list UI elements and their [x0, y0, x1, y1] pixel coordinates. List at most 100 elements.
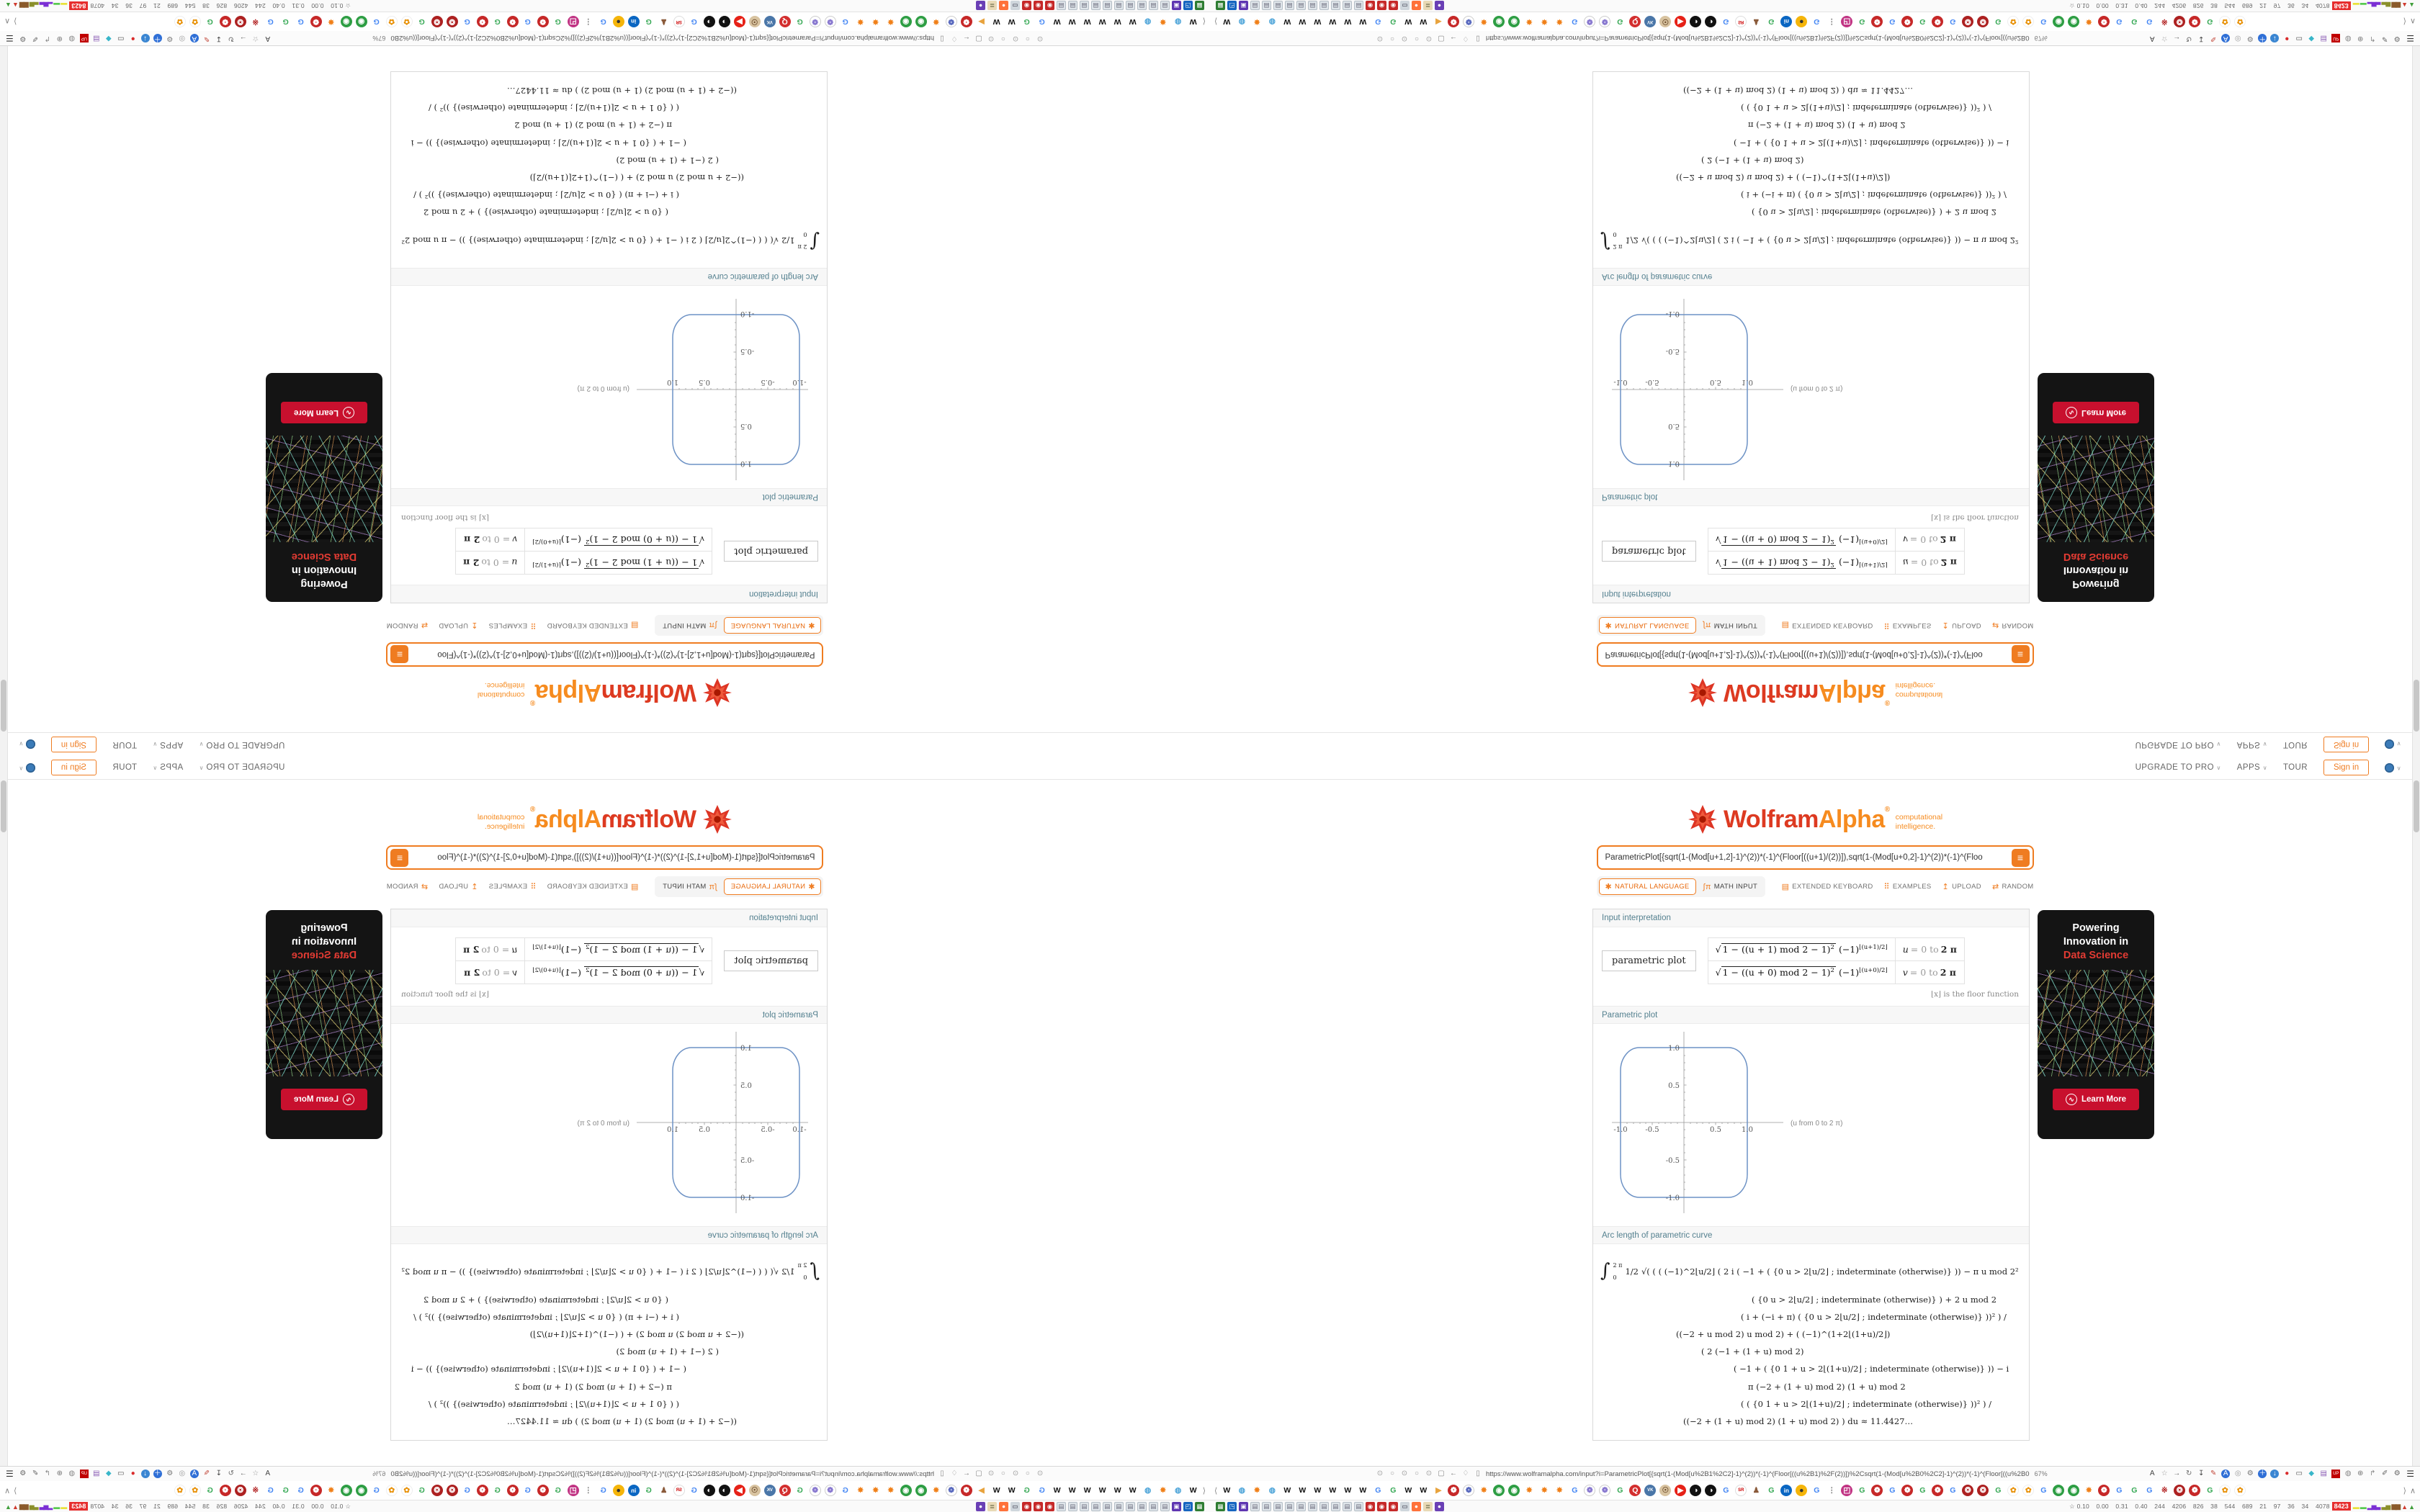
taskbar-app-icon[interactable]: ◉ — [1022, 1501, 1031, 1511]
toolbar-icon[interactable]: ↧ — [2198, 1470, 2205, 1477]
bookmark-favicon[interactable]: ◉ — [1508, 16, 1520, 27]
toolbar-icon[interactable]: ◎ — [2234, 35, 2241, 42]
taskbar-app-icon[interactable]: ▤ — [1273, 1501, 1283, 1511]
bookmark-favicon[interactable]: W — [1113, 17, 1121, 26]
bookmarks-overflow[interactable]: ∧ — [4, 17, 11, 26]
bookmark-favicon[interactable]: ✸ — [1541, 1486, 1548, 1495]
bookmarks-scroll-left[interactable]: ⟨ — [1214, 17, 1218, 26]
toolbar-icon[interactable]: ○ — [1389, 35, 1395, 42]
upload-button[interactable]: ↥ UPLOAD — [439, 621, 478, 629]
menu-hamburger-icon[interactable]: ☰ — [2406, 1469, 2414, 1479]
bookmark-favicon[interactable]: ✸ — [887, 17, 895, 26]
bookmark-favicon[interactable]: ❂ — [1977, 1485, 1989, 1496]
toolbar-icon[interactable]: ▢ — [1438, 1470, 1445, 1477]
bookmark-favicon[interactable]: ▶ — [1675, 1485, 1687, 1496]
toolbar-icon[interactable]: UP — [2331, 34, 2341, 42]
bookmark-favicon[interactable]: ✸ — [933, 17, 940, 26]
bookmark-favicon[interactable]: W — [1189, 1486, 1197, 1495]
toolbar-icon[interactable]: ◆ — [2308, 1470, 2315, 1477]
bookmark-favicon[interactable]: in — [627, 1485, 640, 1496]
taskbar-app-icon[interactable]: ▤ — [1103, 1501, 1112, 1511]
page-zoom-level[interactable]: 67% — [2034, 35, 2048, 42]
toolbar-icon[interactable]: ↧ — [215, 35, 222, 42]
bookmarks-overflow[interactable]: ∧ — [4, 1486, 11, 1495]
bookmark-favicon[interactable]: W — [1083, 17, 1091, 26]
bookmark-favicon[interactable]: G — [494, 1486, 501, 1495]
taskbar-app-icon[interactable]: ▤ — [1137, 1, 1147, 11]
taskbar-app-icon[interactable]: ◳ — [1227, 1, 1237, 11]
toolbar-icon[interactable]: ⊙ — [1036, 1470, 1044, 1477]
examples-button[interactable]: ⠿ EXAMPLES — [1883, 621, 1932, 629]
math-input-tab[interactable]: ∫π MATH INPUT — [662, 621, 717, 630]
toolbar-icon[interactable]: ◍ — [2344, 35, 2352, 42]
bookmark-favicon[interactable]: G — [207, 1486, 213, 1495]
toolbar-icon[interactable]: ▯ — [940, 35, 944, 42]
taskbar-app-icon[interactable]: ▤ — [1149, 1501, 1158, 1511]
bookmark-favicon[interactable]: G — [1950, 17, 1956, 26]
toolbar-icon[interactable]: ● — [2285, 1470, 2290, 1477]
taskbar-app-icon[interactable]: ◳ — [1183, 1501, 1193, 1511]
bookmark-favicon[interactable]: ● — [1796, 16, 1808, 27]
bookmark-favicon[interactable]: W — [992, 17, 1000, 26]
toolbar-icon[interactable]: ⊙ — [1376, 1470, 1384, 1477]
toolbar-icon[interactable]: ✐ — [32, 35, 38, 42]
toolbar-icon[interactable]: ✎ — [2210, 1470, 2217, 1477]
bookmark-favicon[interactable]: G — [1814, 1486, 1820, 1495]
bookmark-favicon[interactable]: G — [1995, 1486, 2002, 1495]
query-text[interactable]: ParametricPlot[{sqrt(1-(Mod[u+1,2]-1)^(2… — [1605, 853, 1983, 862]
bookmark-favicon[interactable]: G — [373, 1486, 380, 1495]
bookmark-favicon[interactable]: ✿ — [2007, 1485, 2020, 1496]
bookmark-favicon[interactable]: ❁ — [809, 1485, 821, 1496]
taskbar-app-icon[interactable]: ● — [1412, 1501, 1421, 1511]
toolbar-icon[interactable]: ⊙ — [1425, 1470, 1433, 1477]
scrollbar-thumb[interactable] — [2414, 780, 2419, 832]
bookmark-favicon[interactable]: ◉ — [2068, 16, 2080, 27]
taskbar-app-icon[interactable]: ▤ — [1343, 1501, 1352, 1511]
toolbar-icon[interactable]: UP — [2331, 1470, 2341, 1478]
taskbar-app-icon[interactable]: ● — [1435, 1, 1444, 11]
bookmark-favicon[interactable]: ❁ — [310, 1485, 322, 1496]
toolbar-icon[interactable]: ← — [963, 1470, 970, 1477]
bookmark-favicon[interactable]: W — [1283, 17, 1291, 26]
toolbar-icon[interactable]: ＋ — [153, 1470, 162, 1478]
bookmark-favicon[interactable]: G — [842, 1486, 848, 1495]
bookmark-favicon[interactable]: ✸ — [1480, 17, 1487, 26]
bookmark-favicon[interactable]: G — [1375, 1486, 1381, 1495]
bookmark-favicon[interactable]: ▶ — [1435, 17, 1442, 26]
bookmark-favicon[interactable]: ❂ — [1977, 16, 1989, 27]
bookmark-favicon[interactable]: W — [1359, 1486, 1367, 1495]
toolbar-icon[interactable]: ▢ — [975, 35, 982, 42]
page-zoom-level[interactable]: 67% — [2034, 1470, 2048, 1477]
taskbar-app-icon[interactable]: ● — [1412, 1, 1421, 11]
taskbar-app-icon[interactable]: ◉ — [1034, 1501, 1043, 1511]
bookmark-favicon[interactable]: ☉ — [748, 16, 761, 27]
bookmark-favicon[interactable]: ♟ — [660, 17, 668, 26]
bookmark-favicon[interactable]: ● — [612, 1485, 624, 1496]
toolbar-icon[interactable]: ↓ — [140, 34, 150, 42]
taskbar-app-icon[interactable]: ▤ — [1308, 1, 1317, 11]
toolbar-icon[interactable]: ☆ — [2161, 35, 2168, 42]
learn-more-button[interactable]: ∿ Learn More — [2053, 402, 2139, 424]
natural-language-tab[interactable]: ✱ NATURAL LANGUAGE — [724, 617, 822, 634]
bookmark-favicon[interactable]: G — [1919, 1486, 1926, 1495]
toolbar-icon[interactable]: ☆ — [252, 1470, 259, 1477]
nav-apps[interactable]: APPS ∨ — [2236, 740, 2267, 749]
toolbar-icon[interactable]: ◆ — [2308, 35, 2315, 42]
bookmark-favicon[interactable]: ◍ — [1268, 1486, 1276, 1495]
url-address-field[interactable]: https://www.wolframalpha.com/input?i=Par… — [1486, 1470, 2030, 1478]
query-input[interactable]: ParametricPlot[{sqrt(1-(Mod[u+1,2]-1)^(2… — [1596, 642, 2034, 667]
bookmark-favicon[interactable]: G — [1023, 1486, 1030, 1495]
bookmark-favicon[interactable]: ❂ — [2174, 16, 2186, 27]
taskbar-app-icon[interactable]: ▤ — [1091, 1, 1101, 11]
url-address-field[interactable]: https://www.wolframalpha.com/input?i=Par… — [390, 34, 934, 42]
toolbar-icon[interactable]: ↻ — [228, 1470, 234, 1477]
bookmark-favicon[interactable]: ❁ — [1448, 16, 1460, 27]
taskbar-app-icon[interactable]: ◳ — [1183, 1, 1193, 11]
toolbar-icon[interactable]: ○ — [1025, 35, 1031, 42]
toolbar-icon[interactable]: ○ — [1414, 1470, 1420, 1477]
taskbar-app-icon[interactable]: ▦ — [1195, 1501, 1204, 1511]
bookmark-favicon[interactable]: ● — [1796, 1485, 1808, 1496]
toolbar-icon[interactable]: ⚙ — [2246, 1470, 2254, 1477]
toolbar-icon[interactable]: ● — [130, 1470, 135, 1477]
bookmark-favicon[interactable]: G — [600, 17, 606, 26]
